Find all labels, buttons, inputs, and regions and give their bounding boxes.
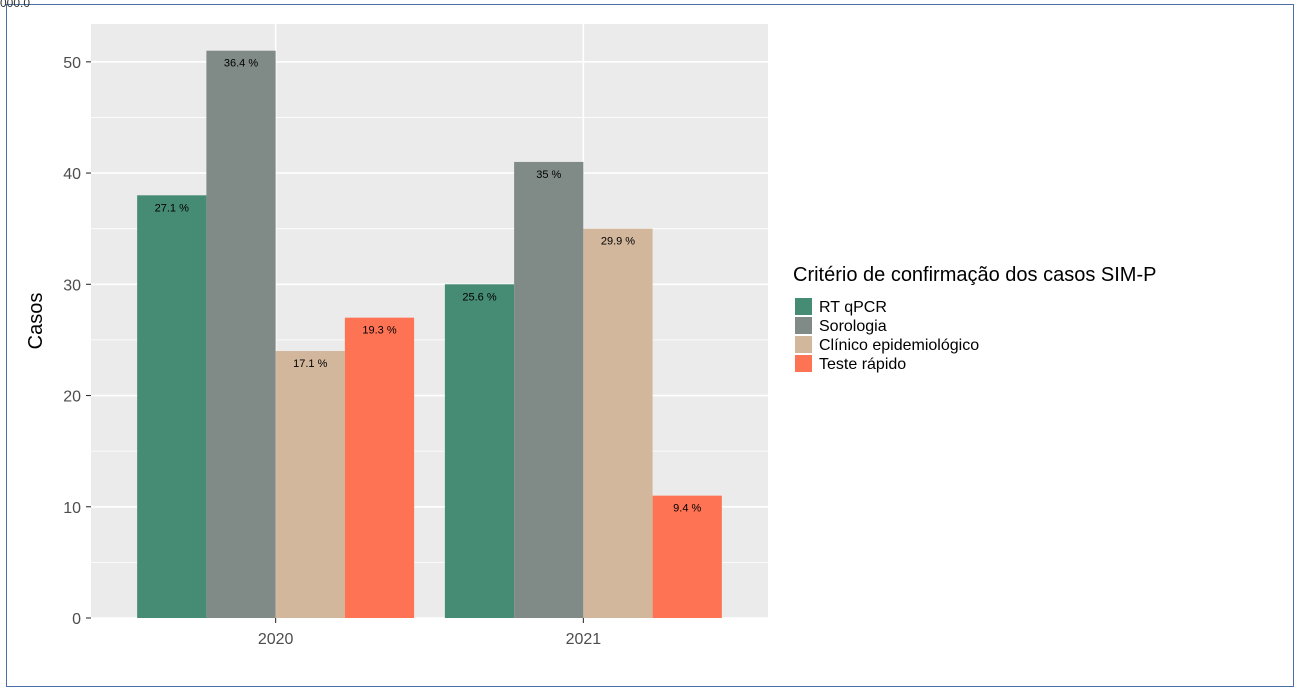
bar-label: 27.1 % — [155, 202, 189, 214]
y-tick-label: 30 — [63, 277, 81, 294]
x-tick-label: 2020 — [258, 631, 294, 648]
legend-key — [795, 336, 812, 353]
bar — [344, 317, 415, 618]
y-tick-label: 0 — [72, 611, 81, 628]
legend-label: Sorologia — [819, 318, 887, 335]
legend: Critério de confirmação dos casos SIM-P … — [793, 264, 1156, 373]
bar — [652, 495, 722, 618]
x-tick-label: 2021 — [566, 631, 602, 648]
bar-label: 29.9 % — [601, 236, 635, 248]
legend-label: Clínico epidemiológico — [819, 337, 979, 354]
x-axis: 2020 2021 — [258, 618, 601, 648]
y-axis: 0 10 20 30 40 50 — [63, 55, 91, 628]
y-tick-label: 10 — [63, 500, 81, 517]
corner-text: 000.0 — [0, 0, 31, 10]
y-tick-label: 50 — [63, 55, 81, 72]
bar — [583, 228, 653, 618]
legend-key — [795, 317, 812, 334]
y-axis-title: Casos — [25, 293, 47, 350]
bar — [275, 351, 345, 618]
legend-title: Critério de confirmação dos casos SIM-P — [793, 264, 1156, 286]
bar — [206, 50, 276, 618]
bar-labels: 27.1 % 36.4 % 17.1 % 19.3 % 25.6 % 35 % 29.9 %… — [155, 58, 702, 515]
bar-label: 36.4 % — [224, 58, 258, 70]
bars — [137, 50, 722, 618]
y-tick-label: 40 — [63, 166, 81, 183]
bar-label: 25.6 % — [462, 291, 496, 303]
bar — [444, 284, 515, 618]
y-tick-label: 20 — [63, 389, 81, 406]
bar-label: 19.3 % — [362, 325, 396, 337]
legend-label: RT qPCR — [819, 299, 887, 316]
legend-key — [795, 298, 812, 315]
legend-label: Teste rápido — [819, 356, 906, 373]
bar-label: 35 % — [536, 169, 561, 181]
bar-label: 9.4 % — [673, 503, 701, 515]
legend-key — [795, 355, 812, 372]
bar-label: 17.1 % — [293, 358, 327, 370]
bar — [137, 195, 207, 618]
bar — [514, 161, 584, 618]
